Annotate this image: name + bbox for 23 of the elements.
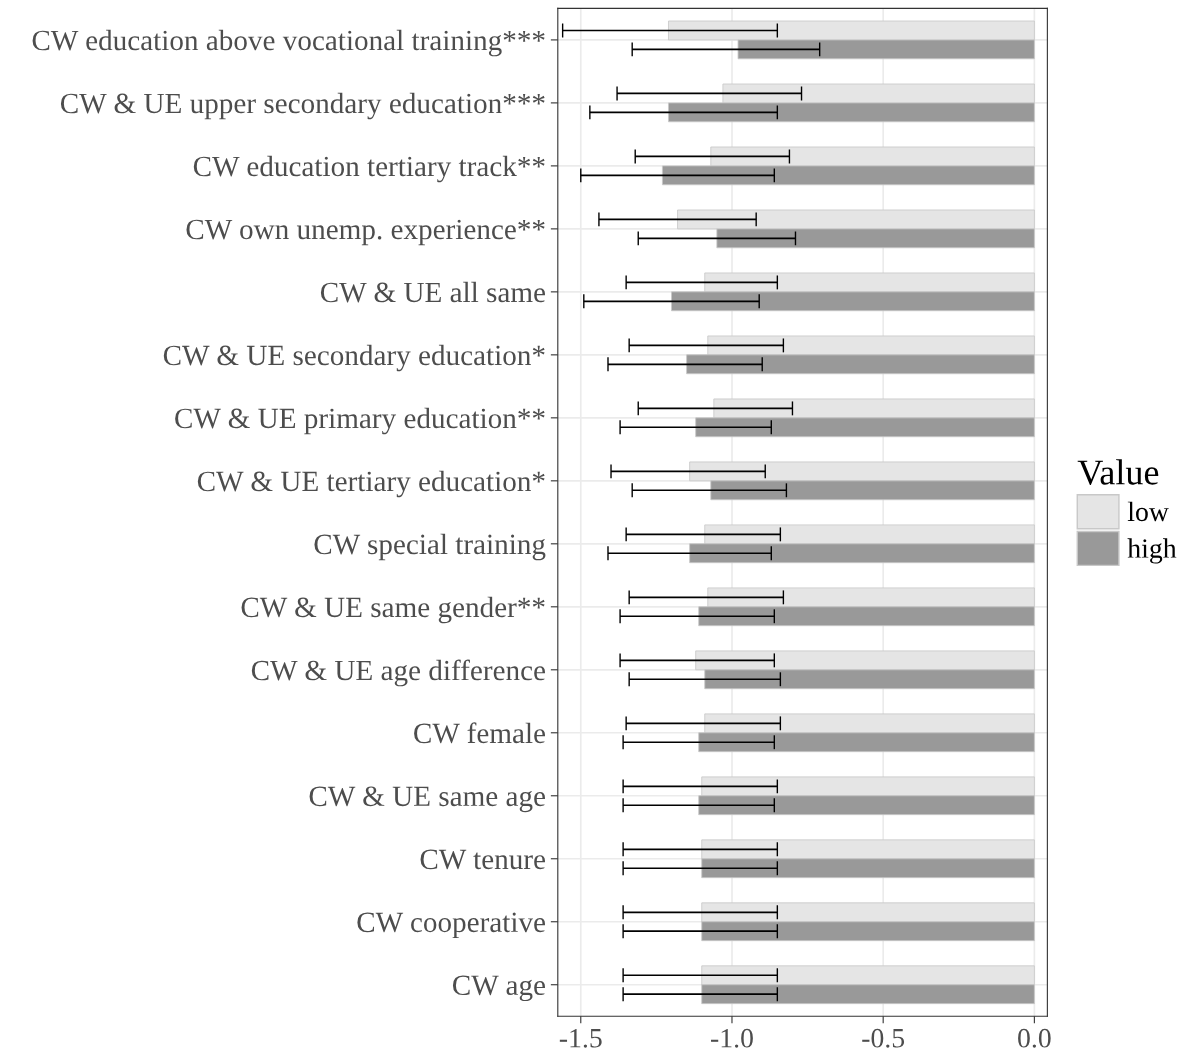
y-tick-label: CW & UE upper secondary education*** <box>60 92 545 120</box>
legend-title: Value <box>1077 459 1159 485</box>
y-tick-label: CW & UE primary education** <box>175 407 545 435</box>
legend-label: high <box>1127 538 1177 564</box>
y-tick-label: CW tenure <box>420 849 545 870</box>
x-tick-label: -0.5 <box>862 1028 905 1048</box>
x-tick-label: 0.0 <box>1018 1028 1051 1048</box>
y-tick-label: CW age <box>452 975 545 1002</box>
y-tick-label: CW & UE same gender** <box>241 596 545 624</box>
y-tick-label: CW education above vocational training*** <box>32 29 545 57</box>
x-tick-label: -1.5 <box>559 1028 602 1048</box>
y-tick-label: CW & UE tertiary education* <box>197 470 545 498</box>
y-tick-label: CW & UE same age <box>309 786 545 813</box>
y-tick-label: CW special training <box>314 533 546 561</box>
y-tick-label: CW own unemp. experience** <box>186 219 545 246</box>
legend-label: low <box>1127 501 1169 522</box>
y-tick-label: CW cooperative <box>357 912 545 939</box>
x-tick-label: -1.0 <box>711 1028 753 1048</box>
y-tick-label: CW & UE age difference <box>251 659 545 687</box>
y-tick-label: CW education tertiary track** <box>193 155 545 183</box>
y-tick-label: CW & UE secondary education* <box>163 344 545 372</box>
y-tick-label: CW female <box>414 722 545 744</box>
y-tick-label: CW & UE all same <box>320 281 545 303</box>
